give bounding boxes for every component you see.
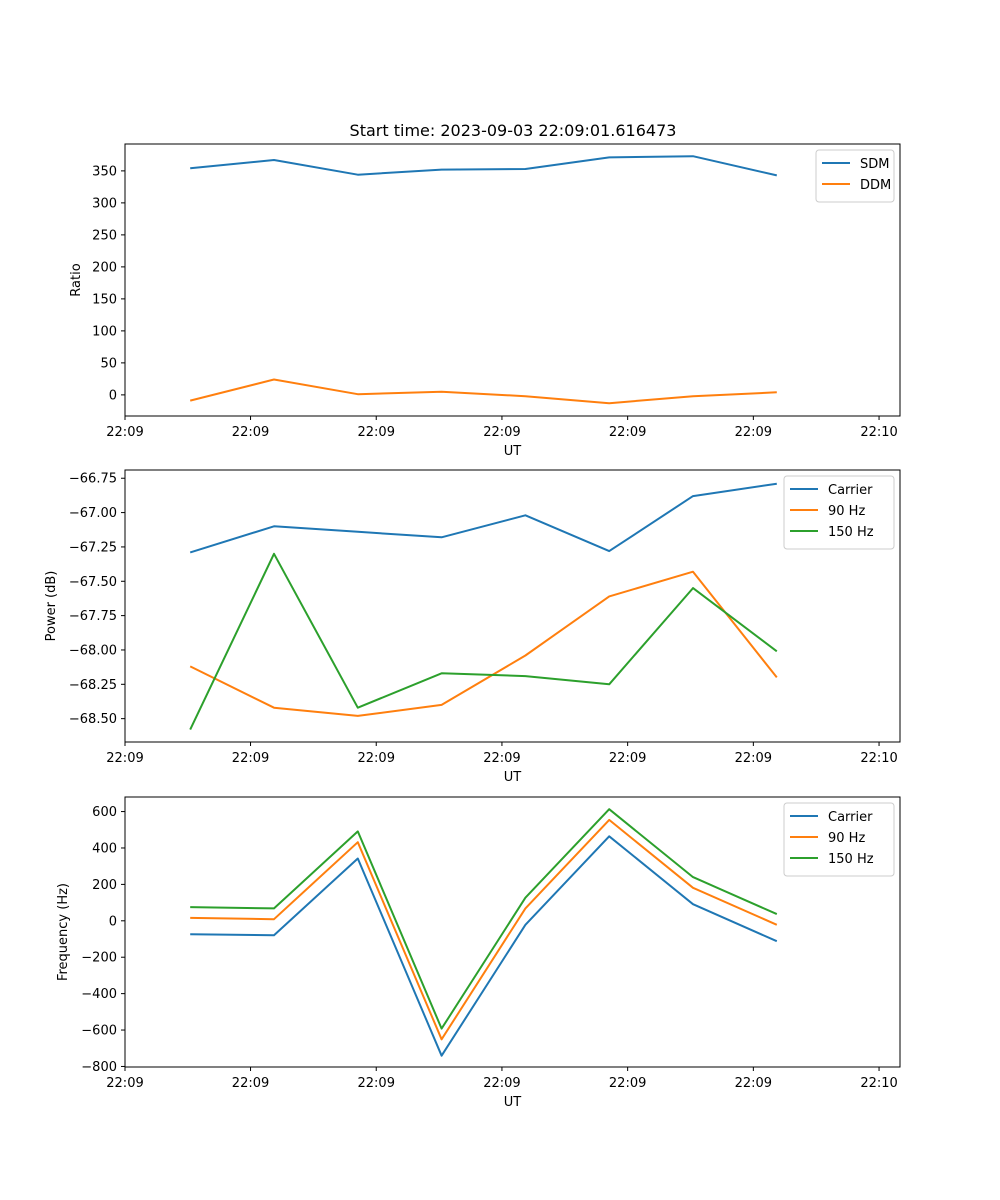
x-tick-label: 22:09 xyxy=(735,425,772,440)
y-tick-label: −66.75 xyxy=(69,472,117,487)
x-tick-label: 22:09 xyxy=(232,751,269,766)
x-tick-label: 22:09 xyxy=(358,1076,395,1091)
x-tick-label: 22:09 xyxy=(232,1076,269,1091)
legend-label: DDM xyxy=(860,178,891,193)
x-tick-label: 22:10 xyxy=(860,425,897,440)
x-tick-label: 22:09 xyxy=(232,425,269,440)
legend-label: 90 Hz xyxy=(828,831,865,846)
y-tick-label: −68.25 xyxy=(69,678,117,693)
legend: Carrier 90 Hz 150 Hz xyxy=(783,802,895,877)
series-line-90-hz xyxy=(190,818,778,1041)
x-tick-label: 22:09 xyxy=(358,425,395,440)
y-tick-label: −200 xyxy=(81,951,117,966)
x-tick-label: 22:09 xyxy=(735,751,772,766)
y-tick-label: −67.25 xyxy=(69,540,117,555)
y-tick-label: −67.50 xyxy=(69,575,117,590)
legend-label: SDM xyxy=(860,157,889,172)
series-line-carrier xyxy=(190,835,778,1057)
panel-1: 22:09 22:09 22:09 22:09 22:09 22:09 22:10 0 50 10… xyxy=(69,143,901,459)
panel-3: 22:09 22:09 22:09 22:09 22:09 22:09 22:10 −800 −… xyxy=(56,796,901,1110)
y-tick-label: −68.50 xyxy=(69,712,117,727)
x-axis-label: UT xyxy=(504,444,522,459)
y-tick-label: −600 xyxy=(81,1024,117,1039)
x-tick-label: 22:09 xyxy=(609,1076,646,1091)
y-tick-label: 350 xyxy=(92,164,117,179)
y-tick-label: 300 xyxy=(92,196,117,211)
x-axis-label: UT xyxy=(504,1095,522,1110)
legend: SDM DDM xyxy=(815,149,895,203)
x-tick-label: 22:09 xyxy=(483,1076,520,1091)
x-tick-label: 22:10 xyxy=(860,751,897,766)
x-tick-label: 22:09 xyxy=(106,751,143,766)
y-tick-label: −800 xyxy=(81,1060,117,1075)
y-tick-label: −67.75 xyxy=(69,609,117,624)
legend: Carrier 90 Hz 150 Hz xyxy=(783,475,895,550)
chart-title: Start time: 2023-09-03 22:09:01.616473 xyxy=(350,121,677,140)
series-line-sdm xyxy=(190,155,778,177)
y-tick-label: 50 xyxy=(100,356,117,371)
x-tick-label: 22:09 xyxy=(483,425,520,440)
x-tick-label: 22:09 xyxy=(609,751,646,766)
y-tick-label: 600 xyxy=(92,805,117,820)
y-tick-label: 0 xyxy=(109,388,117,403)
y-tick-label: 400 xyxy=(92,841,117,856)
series-line-150-hz xyxy=(190,808,778,1030)
legend-label: Carrier xyxy=(828,483,873,498)
panel-2: 22:09 22:09 22:09 22:09 22:09 22:09 22:10 −68.5… xyxy=(44,469,901,785)
legend-label: Carrier xyxy=(828,810,873,825)
y-tick-label: 200 xyxy=(92,878,117,893)
x-tick-label: 22:10 xyxy=(860,1076,897,1091)
y-tick-label: 0 xyxy=(109,914,117,929)
axes-frame xyxy=(124,143,901,417)
x-tick-label: 22:09 xyxy=(483,751,520,766)
x-tick-label: 22:09 xyxy=(358,751,395,766)
legend-label: 150 Hz xyxy=(828,852,874,867)
y-tick-label: 100 xyxy=(92,324,117,339)
y-axis-label: Ratio xyxy=(69,263,84,296)
x-tick-label: 22:09 xyxy=(609,425,646,440)
y-tick-label: −400 xyxy=(81,987,117,1002)
series-line-150-hz xyxy=(189,552,778,731)
series-line-90-hz xyxy=(189,570,778,717)
x-tick-label: 22:09 xyxy=(106,425,143,440)
x-tick-label: 22:09 xyxy=(106,1076,143,1091)
y-tick-label: −67.00 xyxy=(69,506,117,521)
axes-frame xyxy=(124,469,901,743)
y-tick-label: 200 xyxy=(92,260,117,275)
y-tick-label: 150 xyxy=(92,292,117,307)
y-tick-label: 250 xyxy=(92,228,117,243)
y-tick-label: −68.00 xyxy=(69,643,117,658)
y-axis-label: Power (dB) xyxy=(44,571,59,642)
y-axis-label: Frequency (Hz) xyxy=(56,883,71,981)
x-tick-label: 22:09 xyxy=(735,1076,772,1091)
series-line-ddm xyxy=(189,378,777,405)
x-axis-label: UT xyxy=(504,770,522,785)
legend-label: 90 Hz xyxy=(828,504,865,519)
series-line-carrier xyxy=(189,482,777,554)
legend-label: 150 Hz xyxy=(828,525,874,540)
axes-frame xyxy=(124,796,901,1068)
